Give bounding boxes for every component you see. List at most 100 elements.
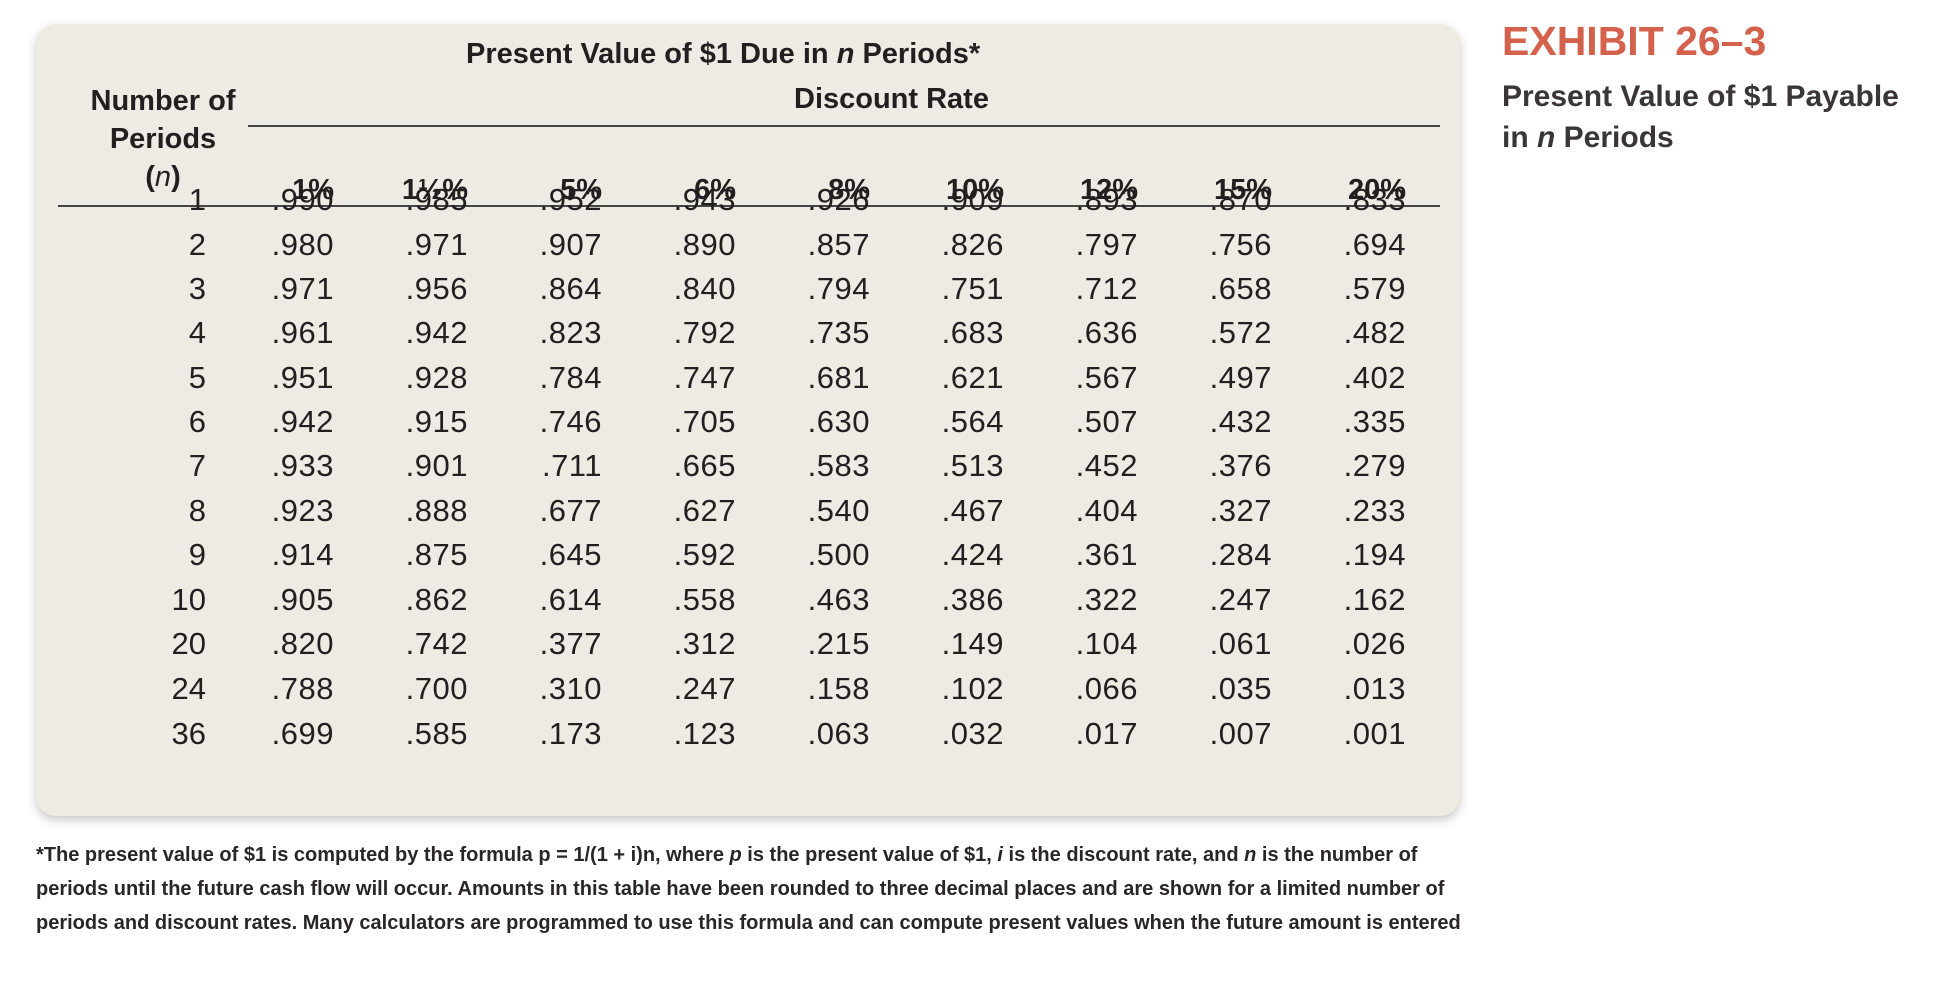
- value-cell: .627: [673, 493, 736, 528]
- period-cell: 10: [171, 582, 206, 617]
- value-cell: .215: [807, 626, 870, 661]
- value-cell: .001: [1343, 716, 1406, 751]
- value-cell: .630: [807, 404, 870, 439]
- value-cell: .905: [271, 582, 334, 617]
- value-cell: .951: [271, 360, 334, 395]
- rate-header-cell: 8%: [828, 174, 870, 206]
- value-cell: .312: [673, 626, 736, 661]
- value-cell: .933: [271, 448, 334, 483]
- value-cell: .890: [673, 227, 736, 262]
- value-cell: .875: [405, 537, 468, 572]
- value-cell: .247: [1209, 582, 1272, 617]
- value-cell: .833: [1343, 182, 1406, 217]
- value-cell: .558: [673, 582, 736, 617]
- value-cell: .424: [941, 537, 1004, 572]
- value-cell: .482: [1343, 315, 1406, 350]
- value-cell: .985: [405, 182, 468, 217]
- value-cell: .826: [941, 227, 1004, 262]
- value-cell: .284: [1209, 537, 1272, 572]
- period-cell: 5: [188, 360, 206, 395]
- value-cell: .327: [1209, 493, 1272, 528]
- value-cell: .971: [405, 227, 468, 262]
- value-cell: .497: [1209, 360, 1272, 395]
- value-cell: .247: [673, 671, 736, 706]
- rate-header-cell: 15%: [1213, 174, 1272, 206]
- value-cell: .102: [941, 671, 1004, 706]
- rate-header-cell: 5%: [560, 174, 602, 206]
- value-cell: .585: [405, 716, 468, 751]
- value-cell: .173: [539, 716, 602, 751]
- value-cell: .784: [539, 360, 602, 395]
- value-cell: .942: [405, 315, 468, 350]
- value-cell: .928: [405, 360, 468, 395]
- value-cell: .507: [1075, 404, 1138, 439]
- value-cell: .104: [1075, 626, 1138, 661]
- value-cell: .794: [807, 271, 870, 306]
- table-row: 9 .914 .875 .645 .592 .500 .424 .361 .284 .194: [36, 533, 1460, 577]
- value-cell: .066: [1075, 671, 1138, 706]
- value-cell: .636: [1075, 315, 1138, 350]
- value-cell: .746: [539, 404, 602, 439]
- value-cell: .862: [405, 582, 468, 617]
- header-rule: [58, 205, 1440, 207]
- value-cell: .614: [539, 582, 602, 617]
- value-cell: .386: [941, 582, 1004, 617]
- value-cell: .956: [405, 271, 468, 306]
- value-cell: .540: [807, 493, 870, 528]
- value-cell: .870: [1209, 182, 1272, 217]
- value-cell: .751: [941, 271, 1004, 306]
- value-cell: .032: [941, 716, 1004, 751]
- value-cell: .888: [405, 493, 468, 528]
- table-row: 5 .951 .928 .784 .747 .681 .621 .567 .497 .402: [36, 356, 1460, 400]
- period-cell: 36: [171, 716, 206, 751]
- value-cell: .699: [271, 716, 334, 751]
- value-cell: .592: [673, 537, 736, 572]
- value-cell: .705: [673, 404, 736, 439]
- rate-header-cell: 12%: [1079, 174, 1138, 206]
- value-cell: .681: [807, 360, 870, 395]
- value-cell: .061: [1209, 626, 1272, 661]
- value-cell: .513: [941, 448, 1004, 483]
- value-cell: .797: [1075, 227, 1138, 262]
- present-value-table-panel: Present Value of $1 Due in n Periods* Di…: [36, 24, 1460, 816]
- value-cell: .747: [673, 360, 736, 395]
- period-cell: 3: [188, 271, 206, 306]
- period-cell: 8: [188, 493, 206, 528]
- exhibit-caption: Present Value of $1 Payable in n Periods: [1502, 80, 1899, 154]
- exhibit-label: EXHIBIT 26–3: [1502, 18, 1767, 64]
- table-title: Present Value of $1 Due in n Periods*: [466, 38, 981, 70]
- value-cell: .788: [271, 671, 334, 706]
- value-cell: .840: [673, 271, 736, 306]
- table-row: 1 .990 .985 .952 .943 .926 .909 .893 .870 .833: [36, 178, 1460, 222]
- footnote: *The present value of $1 is computed by …: [36, 844, 1461, 934]
- value-cell: .310: [539, 671, 602, 706]
- rate-header-cell: 10%: [945, 174, 1004, 206]
- table-row: 2 .980 .971 .907 .890 .857 .826 .797 .756 .694: [36, 223, 1460, 267]
- period-cell: 7: [188, 448, 206, 483]
- table-row: 36 .699 .585 .173 .123 .063 .032 .017 .007 .001: [36, 712, 1460, 756]
- value-cell: .901: [405, 448, 468, 483]
- value-cell: .621: [941, 360, 1004, 395]
- period-cell: 9: [188, 537, 206, 572]
- value-cell: .279: [1343, 448, 1406, 483]
- value-cell: .007: [1209, 716, 1272, 751]
- value-cell: .063: [807, 716, 870, 751]
- value-cell: .711: [541, 448, 602, 483]
- value-cell: .820: [271, 626, 334, 661]
- table-row: 8 .923 .888 .677 .627 .540 .467 .404 .327 .233: [36, 489, 1460, 533]
- value-cell: .035: [1209, 671, 1272, 706]
- value-cell: .402: [1343, 360, 1406, 395]
- value-cell: .162: [1343, 582, 1406, 617]
- value-cell: .735: [807, 315, 870, 350]
- value-cell: .893: [1075, 182, 1138, 217]
- value-cell: .915: [405, 404, 468, 439]
- value-cell: .864: [539, 271, 602, 306]
- period-cell: 6: [188, 404, 206, 439]
- table-row: 24 .788 .700 .310 .247 .158 .102 .066 .035 .013: [36, 667, 1460, 711]
- table-row: 4 .961 .942 .823 .792 .735 .683 .636 .572 .482: [36, 311, 1460, 355]
- value-cell: .914: [271, 537, 334, 572]
- period-cell: 4: [188, 315, 206, 350]
- value-cell: .322: [1075, 582, 1138, 617]
- period-cell: 20: [171, 626, 206, 661]
- value-cell: .712: [1075, 271, 1138, 306]
